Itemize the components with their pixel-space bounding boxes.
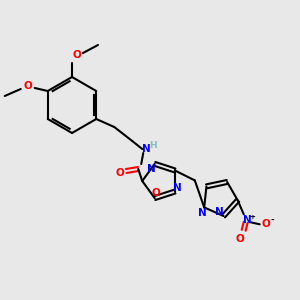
Text: O: O [116,168,124,178]
Text: O: O [235,234,244,244]
Text: N: N [243,215,252,225]
Text: +: + [250,214,256,220]
Text: O: O [151,188,160,198]
Text: O: O [23,81,32,91]
Text: N: N [198,208,207,218]
Text: N: N [147,164,156,174]
Text: N: N [173,183,182,193]
Text: N: N [142,144,151,154]
Text: N: N [215,207,224,217]
Text: O: O [261,219,270,229]
Text: H: H [149,142,157,151]
Text: O: O [73,50,81,60]
Text: -: - [271,216,275,225]
